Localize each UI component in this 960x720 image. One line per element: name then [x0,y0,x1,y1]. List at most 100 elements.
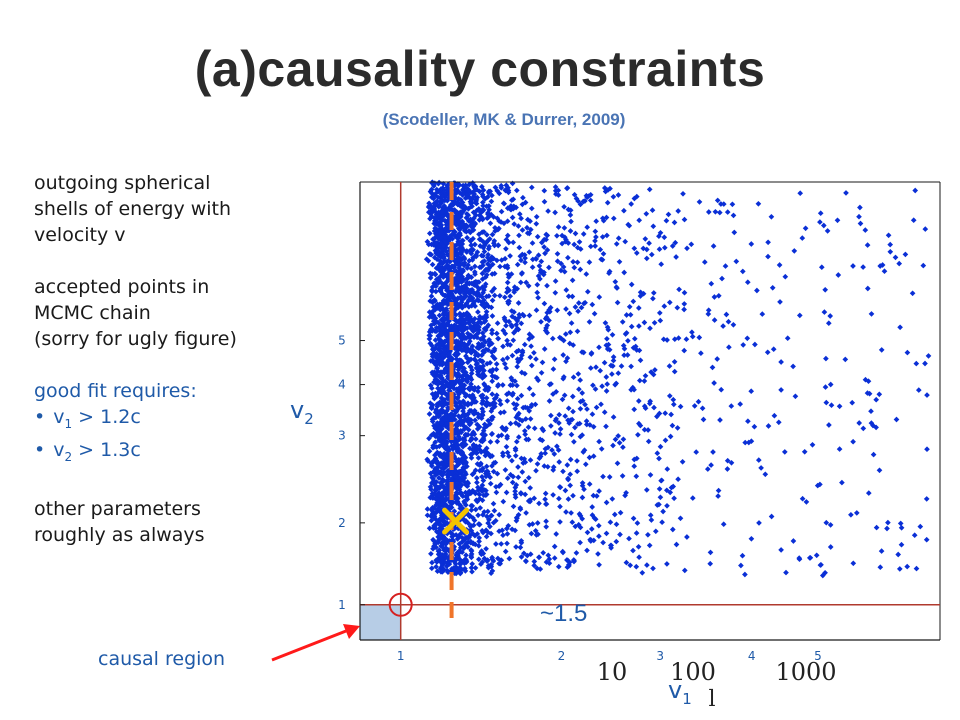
data-point [647,325,653,332]
data-point [428,550,434,557]
data-point [549,335,556,342]
data-point [725,318,732,325]
data-point [637,289,644,296]
data-point [533,467,539,474]
data-point [482,196,488,202]
data-point [628,363,634,370]
data-point [469,343,476,350]
data-point [472,263,478,270]
data-point [561,203,567,210]
data-point [868,420,875,426]
y-tick-label: 1 [338,598,346,612]
data-point [662,410,669,417]
data-point [660,508,666,515]
data-point [438,264,445,271]
data-point [898,541,905,548]
data-point [518,554,525,560]
data-point [666,393,673,399]
data-point [492,459,499,466]
data-point [539,437,546,444]
data-point [484,231,490,238]
data-point [644,562,650,568]
data-point [610,442,616,449]
data-point [527,485,534,491]
data-point [497,481,504,488]
data-point [510,337,517,344]
data-point [669,526,676,533]
data-point [457,477,464,484]
data-point [425,209,432,216]
data-point [671,219,678,226]
data-point [562,238,569,245]
data-point [708,280,715,287]
data-point [575,371,582,377]
data-point [877,263,884,269]
y-tick-label: 2 [338,516,346,530]
data-point [657,443,664,450]
data-point [522,259,528,266]
data-point [635,543,642,550]
data-point [429,261,436,268]
data-point [560,549,566,556]
data-point [426,411,433,417]
x-tick-label: 5 [814,649,822,663]
data-point [650,223,657,230]
data-point [459,440,466,447]
data-point [459,368,466,375]
data-point [460,182,466,189]
data-point [570,492,576,499]
data-point [504,475,511,482]
data-point [696,334,703,341]
data-point [568,431,575,438]
data-point [643,210,650,217]
data-point [500,498,507,505]
data-point [765,423,772,429]
data-point [711,294,718,300]
data-point [455,445,461,452]
data-point [646,542,653,549]
data-point [564,185,570,192]
data-point [458,335,465,342]
data-point [521,341,528,348]
data-point [494,438,501,445]
data-point [457,324,464,331]
data-point [622,331,629,337]
data-point [510,205,517,212]
data-point [474,479,480,486]
data-point [587,538,594,544]
y-tick-label: 5 [338,334,346,348]
data-point [500,327,507,334]
data-point [477,485,484,492]
data-point [529,240,536,246]
data-point [566,340,573,347]
data-point [480,202,486,209]
data-point [456,419,462,426]
data-point [513,438,520,445]
data-point [531,558,538,565]
data-point [512,378,518,385]
data-point [643,246,650,253]
data-point [488,431,495,438]
data-point [488,512,495,519]
data-point [436,547,443,554]
data-point [862,227,869,233]
data-point [584,406,590,412]
data-point [596,561,602,568]
data-point [576,511,583,517]
data-point [489,391,496,398]
data-point [836,446,843,452]
data-point [491,270,498,277]
data-point [504,279,511,286]
data-point [491,238,498,244]
data-point [440,478,447,484]
data-point [498,557,505,564]
data-point [489,297,496,304]
data-point [535,377,542,384]
data-point [433,557,439,564]
data-point [689,333,696,340]
data-point [792,393,799,400]
data-point [440,281,446,288]
data-point [593,404,600,411]
data-point [504,540,510,547]
data-point [526,521,533,528]
